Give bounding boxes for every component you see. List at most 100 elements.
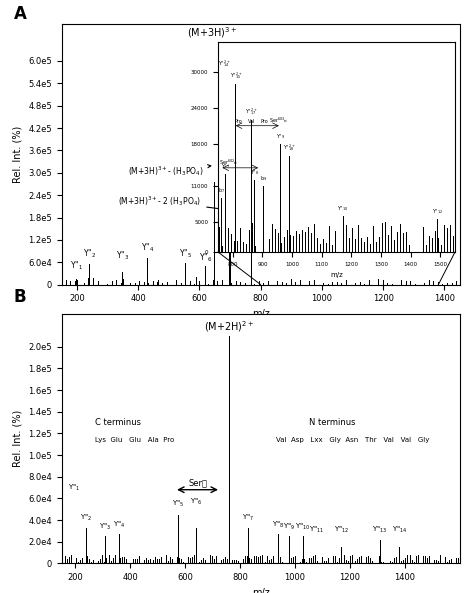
Bar <box>304 559 305 563</box>
Text: (M+3H)$^{3+}$- 2 (H$_3$PO$_4$): (M+3H)$^{3+}$- 2 (H$_3$PO$_4$) <box>118 194 226 211</box>
Bar <box>348 561 349 563</box>
Bar <box>337 233 338 252</box>
Bar <box>248 528 249 563</box>
Bar <box>429 556 430 563</box>
Bar <box>330 561 331 563</box>
Bar <box>201 560 202 563</box>
Bar <box>423 556 424 563</box>
Bar <box>76 559 77 563</box>
Bar <box>231 234 232 252</box>
Bar <box>177 557 178 563</box>
Bar <box>340 227 341 252</box>
Bar <box>234 241 235 252</box>
Text: Y"$_{12}$: Y"$_{12}$ <box>334 525 349 535</box>
Bar <box>282 562 283 563</box>
Bar <box>260 556 261 563</box>
Bar <box>445 557 446 563</box>
Text: Y"$_5$: Y"$_5$ <box>179 247 192 260</box>
Bar <box>181 559 182 563</box>
Bar <box>82 559 83 563</box>
Bar <box>289 536 290 563</box>
Bar <box>135 559 136 563</box>
Bar <box>128 561 129 563</box>
Text: Y"$_{13}$: Y"$_{13}$ <box>373 525 388 535</box>
Text: Ser$^{603}$ⓟ: Ser$^{603}$ⓟ <box>269 116 289 125</box>
Text: Y"$_2$: Y"$_2$ <box>80 513 92 523</box>
Bar <box>257 234 258 252</box>
Bar <box>199 562 200 563</box>
Bar <box>102 555 103 563</box>
Bar <box>278 561 279 563</box>
Bar <box>111 560 112 563</box>
Bar <box>326 560 327 563</box>
Bar <box>232 560 233 563</box>
Bar <box>394 240 395 252</box>
Bar <box>317 238 318 252</box>
Bar <box>440 556 441 563</box>
Text: Pro: Pro <box>235 119 243 124</box>
Text: Y"$_{11}$: Y"$_{11}$ <box>310 525 325 535</box>
Bar <box>383 562 384 563</box>
Bar <box>432 238 433 252</box>
Bar <box>84 557 85 563</box>
Bar <box>263 186 264 252</box>
Bar <box>423 227 424 252</box>
Bar <box>447 228 448 252</box>
Bar <box>243 242 244 252</box>
Bar <box>219 228 220 252</box>
Bar <box>397 232 398 252</box>
Bar <box>254 556 255 563</box>
Bar <box>284 560 285 563</box>
Bar <box>306 562 307 563</box>
Bar <box>333 556 334 563</box>
Bar <box>374 562 375 563</box>
Bar <box>290 235 291 252</box>
Bar <box>212 556 213 563</box>
Bar <box>249 558 250 563</box>
Text: Y"$_7$: Y"$_7$ <box>242 513 255 523</box>
Bar <box>405 558 406 563</box>
Bar <box>361 556 362 563</box>
Bar <box>453 236 454 252</box>
Bar <box>296 231 297 252</box>
Bar <box>435 231 436 252</box>
Bar <box>86 528 87 563</box>
Bar <box>299 234 300 252</box>
Bar <box>249 229 250 252</box>
Text: Y"$_4$: Y"$_4$ <box>113 519 126 530</box>
Bar <box>313 556 314 563</box>
Bar <box>381 562 382 563</box>
Text: Y"$_{14}^{2+}$: Y"$_{14}^{2+}$ <box>218 58 230 69</box>
Bar <box>403 233 404 252</box>
Bar <box>427 557 428 563</box>
Bar <box>300 562 301 563</box>
Bar <box>289 156 290 252</box>
Bar <box>221 560 222 563</box>
Bar <box>349 238 350 252</box>
Text: Val  Asp   Lxx   Gly  Asn   Thr   Val   Val   Gly: Val Asp Lxx Gly Asn Thr Val Val Gly <box>276 437 429 443</box>
Text: b$_7$: b$_7$ <box>218 186 225 195</box>
Bar <box>228 228 229 252</box>
Bar <box>293 557 294 563</box>
Bar <box>298 556 299 563</box>
Bar <box>326 243 327 252</box>
Text: Y"$_3$: Y"$_3$ <box>100 522 112 532</box>
Bar <box>412 560 413 563</box>
Bar <box>124 557 125 563</box>
Bar <box>153 560 154 563</box>
Bar <box>178 515 179 563</box>
Bar <box>357 559 358 563</box>
Bar <box>443 562 444 563</box>
Bar <box>454 561 455 563</box>
Text: Y"$_8$: Y"$_8$ <box>250 168 259 177</box>
Bar <box>278 534 279 563</box>
Bar <box>303 536 304 563</box>
Bar <box>252 223 253 252</box>
Bar <box>450 225 451 252</box>
Text: Y"$_{10}$: Y"$_{10}$ <box>295 522 311 532</box>
X-axis label: m/z: m/z <box>252 309 270 319</box>
Bar <box>238 561 239 563</box>
Bar <box>379 237 380 252</box>
Bar <box>328 226 329 252</box>
Text: Y"$_{14}$: Y"$_{14}$ <box>392 525 407 535</box>
